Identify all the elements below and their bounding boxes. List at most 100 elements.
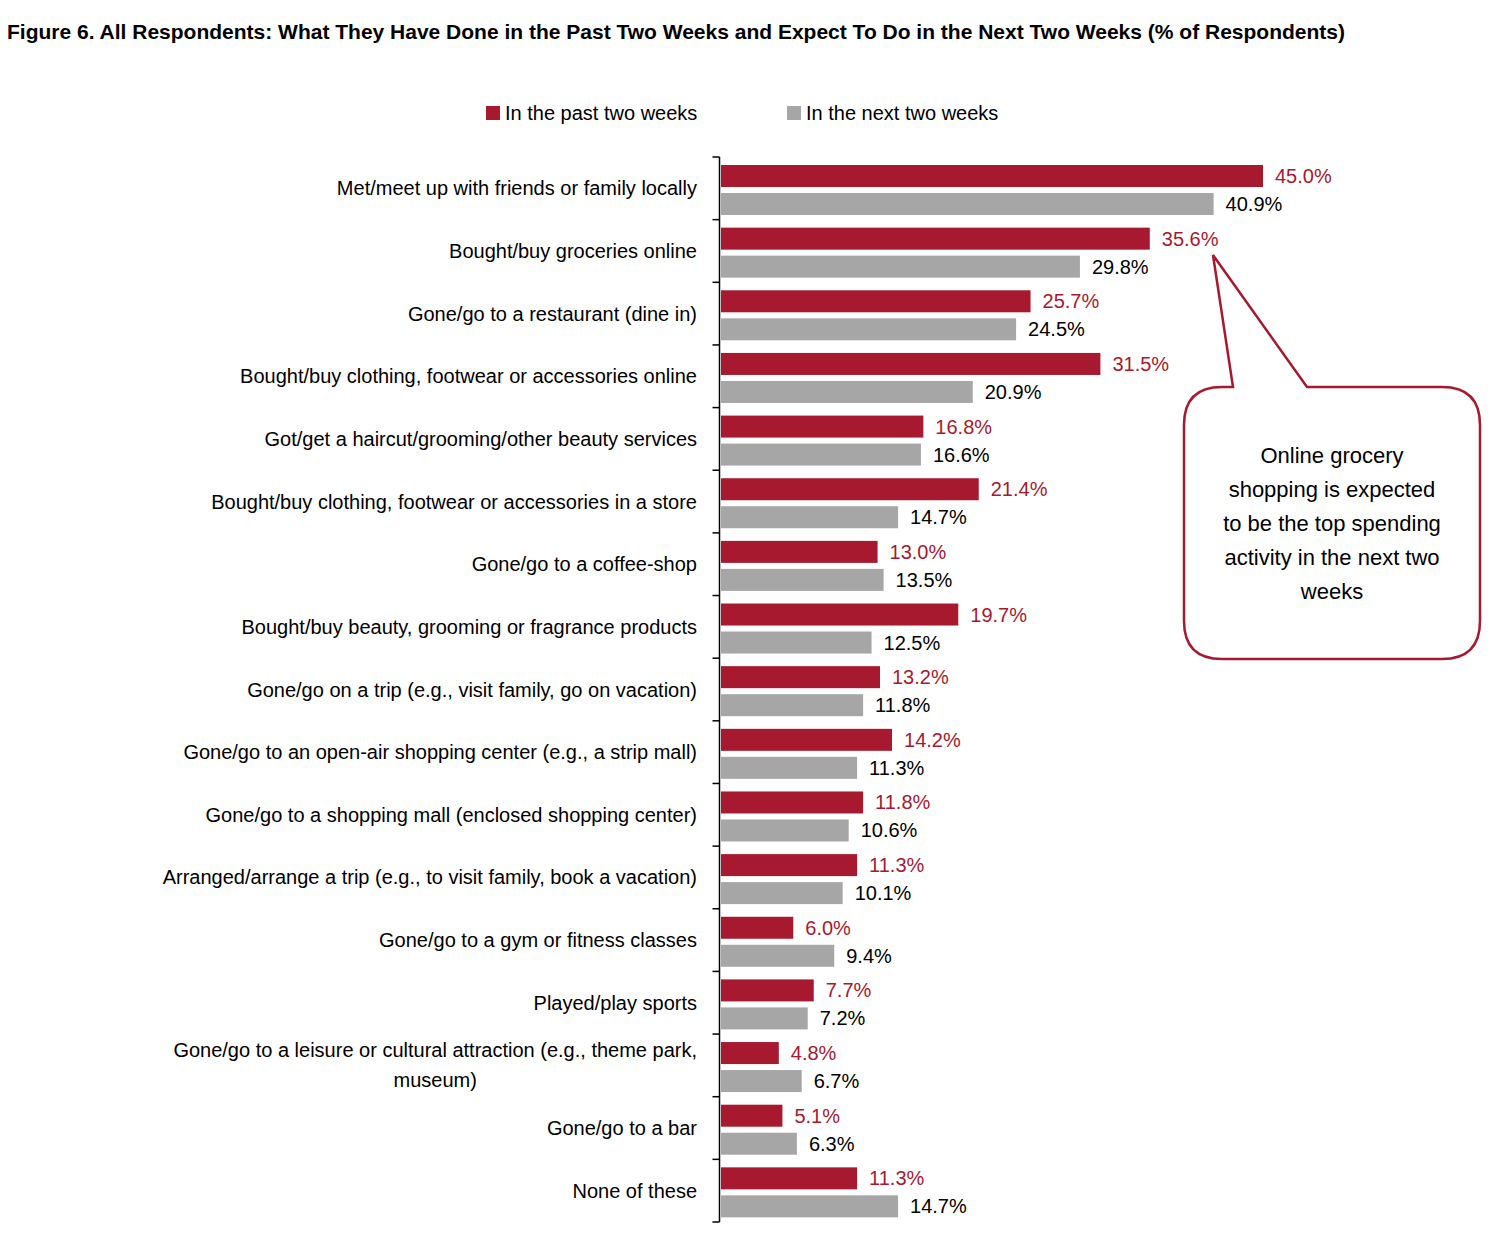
- bar: [721, 416, 923, 438]
- axis-tick: [713, 469, 720, 471]
- axis-tick: [713, 532, 720, 534]
- category-label: Gone/go to a shopping mall (enclosed sho…: [206, 804, 697, 826]
- category-label: None of these: [572, 1180, 697, 1202]
- axis-tick: [713, 783, 720, 785]
- axis-tick: [713, 407, 720, 409]
- bars: [721, 165, 1263, 1217]
- axis-tick: [713, 1221, 720, 1223]
- bar: [721, 694, 863, 716]
- bar: [721, 632, 872, 654]
- bar: [721, 381, 973, 403]
- data-label: 29.8%: [1092, 256, 1149, 278]
- bar: [721, 1042, 779, 1064]
- bar: [721, 228, 1150, 250]
- axis-tick: [713, 657, 720, 659]
- data-label: 11.3%: [869, 757, 924, 779]
- data-label: 6.3%: [809, 1133, 855, 1155]
- category-label: Bought/buy clothing, footwear or accesso…: [240, 365, 697, 387]
- data-label: 7.7%: [826, 979, 872, 1001]
- bar: [721, 604, 958, 626]
- axis-tick: [713, 1033, 720, 1035]
- legend-label: In the past two weeks: [505, 102, 697, 124]
- bar: [721, 353, 1100, 375]
- category-label: Arranged/arrange a trip (e.g., to visit …: [163, 866, 697, 888]
- category-label: Gone/go to a bar: [547, 1117, 697, 1139]
- category-label: Got/get a haircut/grooming/other beauty …: [265, 428, 697, 450]
- bar: [721, 1167, 857, 1189]
- bar: [721, 290, 1031, 312]
- category-label: Bought/buy beauty, grooming or fragrance…: [242, 616, 697, 638]
- bar: [721, 1007, 808, 1029]
- axis-tick: [713, 971, 720, 973]
- data-label: 14.7%: [910, 1195, 967, 1217]
- data-label: 14.7%: [910, 506, 967, 528]
- legend-swatch: [486, 106, 500, 120]
- bar: [721, 819, 849, 841]
- bar: [721, 506, 898, 528]
- data-label: 13.5%: [896, 569, 953, 591]
- data-label: 9.4%: [846, 945, 892, 967]
- bar: [721, 1195, 898, 1217]
- axis-line: [719, 157, 721, 1222]
- axis-tick: [713, 156, 720, 158]
- bar: [721, 666, 880, 688]
- data-label: 11.8%: [875, 694, 930, 716]
- axis-tick: [713, 1096, 720, 1098]
- axis-tick: [713, 720, 720, 722]
- bar: [721, 444, 921, 466]
- category-label: Gone/go to a restaurant (dine in): [408, 303, 697, 325]
- data-label: 20.9%: [985, 381, 1042, 403]
- data-label: 35.6%: [1162, 228, 1219, 250]
- bar: [721, 1133, 797, 1155]
- data-label: 16.6%: [933, 444, 990, 466]
- callout-box: [1184, 255, 1480, 659]
- bar: [721, 541, 878, 563]
- data-label: 13.0%: [890, 541, 947, 563]
- data-label: 45.0%: [1275, 165, 1332, 187]
- bar: [721, 791, 863, 813]
- data-label: 21.4%: [991, 478, 1048, 500]
- axis-tick: [713, 908, 720, 910]
- chart: Figure 6. All Respondents: What They Hav…: [0, 0, 1504, 1248]
- data-label: 11.8%: [875, 791, 930, 813]
- axis-tick: [713, 595, 720, 597]
- data-label: 24.5%: [1028, 318, 1085, 340]
- category-label: Met/meet up with friends or family local…: [337, 177, 697, 199]
- axis-tick: [713, 1159, 720, 1161]
- data-label: 11.3%: [869, 854, 924, 876]
- axis-tick: [713, 219, 720, 221]
- category-label: Bought/buy clothing, footwear or accesso…: [211, 491, 697, 513]
- category-label: Played/play sports: [534, 992, 697, 1014]
- bar: [721, 569, 884, 591]
- title: Figure 6. All Respondents: What They Hav…: [7, 20, 1345, 43]
- bar: [721, 854, 857, 876]
- category-label: Gone/go to a coffee-shop: [472, 553, 697, 575]
- data-label: 6.7%: [814, 1070, 860, 1092]
- data-label: 31.5%: [1112, 353, 1169, 375]
- bar: [721, 165, 1263, 187]
- bar: [721, 1070, 802, 1092]
- category-label: Gone/go on a trip (e.g., visit family, g…: [247, 679, 697, 701]
- data-label: 10.6%: [861, 819, 918, 841]
- axis-tick: [713, 282, 720, 284]
- annotation: Online groceryshopping is expectedto be …: [1223, 443, 1441, 604]
- bar: [721, 318, 1016, 340]
- data-label: 7.2%: [820, 1007, 866, 1029]
- data-label: 12.5%: [884, 632, 941, 654]
- bar: [721, 1105, 782, 1127]
- axis-tick: [713, 344, 720, 346]
- data-label: 25.7%: [1043, 290, 1100, 312]
- legend-label: In the next two weeks: [806, 102, 998, 124]
- axis-tick: [713, 845, 720, 847]
- bar: [721, 729, 892, 751]
- data-label: 16.8%: [935, 416, 992, 438]
- category-label: Gone/go to an open-air shopping center (…: [183, 741, 697, 763]
- category-label: Gone/go to a gym or fitness classes: [379, 929, 697, 951]
- data-label: 14.2%: [904, 729, 961, 751]
- data-label: 19.7%: [970, 604, 1027, 626]
- category-label: Gone/go to a leisure or cultural attract…: [173, 1039, 697, 1091]
- data-label: 10.1%: [855, 882, 912, 904]
- bar: [721, 193, 1214, 215]
- bar: [721, 917, 793, 939]
- bar: [721, 979, 814, 1001]
